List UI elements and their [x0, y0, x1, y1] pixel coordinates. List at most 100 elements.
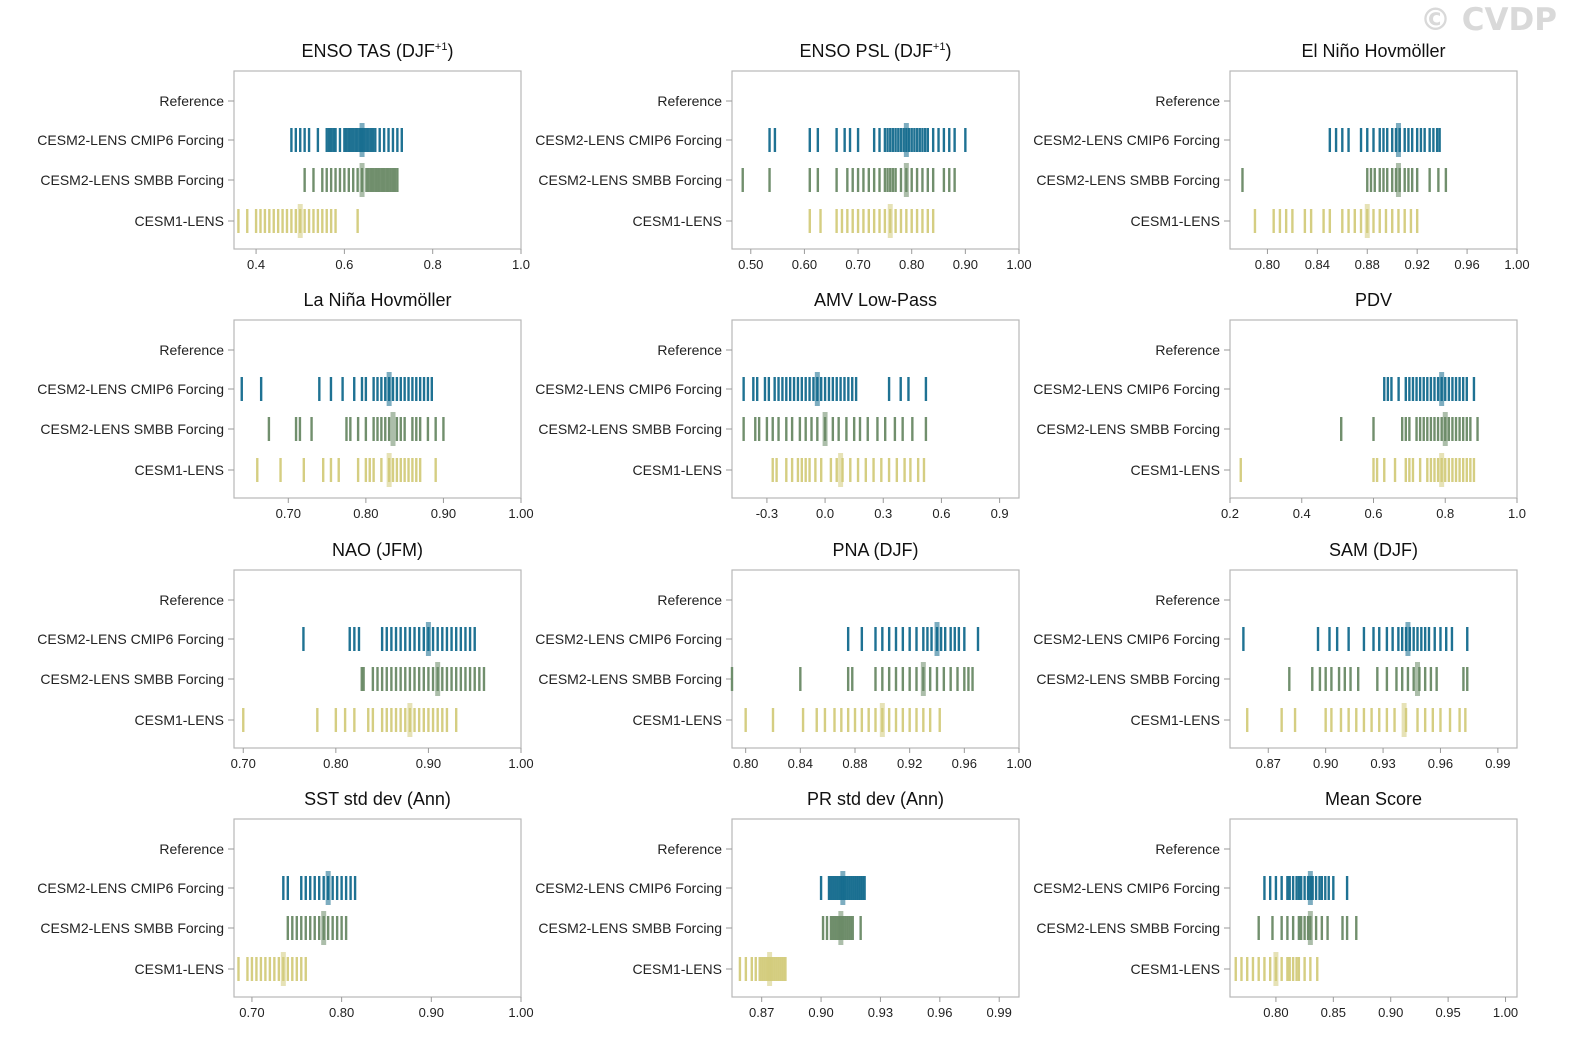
row-label-cesm2-lens-cmip6-forcing: CESM2-LENS CMIP6 Forcing	[535, 381, 722, 397]
row-label-cesm1-lens: CESM1-LENS	[1131, 961, 1220, 977]
plot-frame	[233, 319, 522, 499]
row-label-cesm2-lens-cmip6-forcing: CESM2-LENS CMIP6 Forcing	[1033, 880, 1220, 896]
x-tick-label: 0.8	[424, 257, 442, 272]
x-tick-label: 1.00	[508, 1005, 533, 1020]
panel-enso-tas-djf: ENSO TAS (DJF+1) 0.4 0.6 0.8 1.0 Reference CES…	[37, 41, 530, 272]
panel-title: NAO (JFM)	[332, 540, 423, 560]
plot-frame	[1229, 818, 1518, 998]
row-label-reference: Reference	[657, 841, 722, 857]
plot-frame	[731, 569, 1020, 749]
panel-title-text: PDV	[1355, 290, 1392, 310]
panel-title: PDV	[1355, 290, 1392, 310]
plot-frame	[233, 569, 522, 749]
panel-nao-jfm: NAO (JFM) 0.70 0.80 0.90 1.00 Reference CESM2-…	[37, 540, 533, 771]
row-label-cesm2-lens-smbb-forcing: CESM2-LENS SMBB Forcing	[40, 421, 224, 437]
row-label-cesm1-lens: CESM1-LENS	[633, 961, 722, 977]
x-tick-label: 0.88	[1355, 257, 1380, 272]
row-label-cesm2-lens-cmip6-forcing: CESM2-LENS CMIP6 Forcing	[535, 631, 722, 647]
x-tick-label: 0.80	[1263, 1005, 1288, 1020]
plot-frame	[731, 70, 1020, 250]
row-label-cesm2-lens-smbb-forcing: CESM2-LENS SMBB Forcing	[1036, 920, 1220, 936]
row-label-cesm2-lens-smbb-forcing: CESM2-LENS SMBB Forcing	[40, 671, 224, 687]
row-label-cesm1-lens: CESM1-LENS	[1131, 213, 1220, 229]
row-label-cesm2-lens-smbb-forcing: CESM2-LENS SMBB Forcing	[538, 421, 722, 437]
panel-title-text: La Niña Hovmöller	[303, 290, 451, 310]
row-label-cesm2-lens-smbb-forcing: CESM2-LENS SMBB Forcing	[538, 172, 722, 188]
x-tick-label: 1.00	[1493, 1005, 1518, 1020]
panel-pdv: PDV 0.2 0.4 0.6 0.8 1.0 Reference CESM2-LENS CM…	[1033, 290, 1526, 521]
row-label-cesm1-lens: CESM1-LENS	[135, 213, 224, 229]
panel-title-text: NAO (JFM)	[332, 540, 423, 560]
panel-title: ENSO TAS (DJF+1)	[302, 41, 454, 61]
row-label-reference: Reference	[1155, 592, 1220, 608]
row-label-reference: Reference	[657, 342, 722, 358]
panel-title-superscript: +1	[933, 41, 946, 53]
panel-title: AMV Low-Pass	[814, 290, 937, 310]
panel-la-ni-a-hovm-ller: La Niña Hovmöller 0.70 0.80 0.90 1.00 Referen…	[37, 290, 533, 521]
row-label-reference: Reference	[1155, 841, 1220, 857]
row-label-cesm2-lens-cmip6-forcing: CESM2-LENS CMIP6 Forcing	[37, 880, 224, 896]
panel-title-superscript: +1	[435, 41, 448, 53]
x-tick-label: 0.4	[247, 257, 265, 272]
panel-title-text: El Niño Hovmöller	[1301, 41, 1445, 61]
row-label-cesm2-lens-cmip6-forcing: CESM2-LENS CMIP6 Forcing	[37, 381, 224, 397]
panel-mean-score: Mean Score 0.80 0.85 0.90 0.95 1.00 Reference C…	[1033, 789, 1518, 1020]
x-tick-label: 0.90	[416, 756, 441, 771]
x-tick-label: 0.80	[323, 756, 348, 771]
panel-title: La Niña Hovmöller	[303, 290, 451, 310]
x-tick-label: 0.50	[738, 257, 763, 272]
row-label-reference: Reference	[657, 592, 722, 608]
row-label-reference: Reference	[1155, 342, 1220, 358]
x-tick-label: 0.80	[733, 756, 758, 771]
plot-frame	[731, 818, 1020, 998]
row-label-cesm2-lens-cmip6-forcing: CESM2-LENS CMIP6 Forcing	[37, 631, 224, 647]
x-tick-label: 0.95	[1435, 1005, 1460, 1020]
panel-title: ENSO PSL (DJF+1)	[800, 41, 952, 61]
x-tick-label: 0.93	[1370, 756, 1395, 771]
row-label-cesm2-lens-smbb-forcing: CESM2-LENS SMBB Forcing	[538, 671, 722, 687]
x-tick-label: 0.96	[1428, 756, 1453, 771]
panel-title-text: ENSO TAS (DJF	[302, 41, 435, 61]
panel-title-text: SAM (DJF)	[1329, 540, 1418, 560]
panel-title-text: PR std dev (Ann)	[807, 789, 944, 809]
plot-frame	[731, 319, 1020, 499]
panel-title: SAM (DJF)	[1329, 540, 1418, 560]
row-label-reference: Reference	[657, 93, 722, 109]
row-label-reference: Reference	[159, 342, 224, 358]
x-tick-label: -0.3	[756, 506, 778, 521]
x-tick-label: 1.00	[1504, 257, 1529, 272]
x-tick-label: 0.70	[239, 1005, 264, 1020]
x-tick-label: 0.4	[1293, 506, 1311, 521]
panel-title: PNA (DJF)	[832, 540, 918, 560]
row-label-cesm2-lens-cmip6-forcing: CESM2-LENS CMIP6 Forcing	[535, 132, 722, 148]
row-label-cesm1-lens: CESM1-LENS	[135, 961, 224, 977]
x-tick-label: 0.80	[329, 1005, 354, 1020]
x-tick-label: 0.96	[927, 1005, 952, 1020]
watermark: © CVDP	[1420, 2, 1557, 38]
x-tick-label: 0.2	[1221, 506, 1239, 521]
x-tick-label: 0.70	[276, 506, 301, 521]
x-tick-label: 0.99	[987, 1005, 1012, 1020]
x-tick-label: 0.70	[845, 257, 870, 272]
row-label-cesm2-lens-smbb-forcing: CESM2-LENS SMBB Forcing	[538, 920, 722, 936]
row-label-cesm1-lens: CESM1-LENS	[135, 712, 224, 728]
row-label-cesm2-lens-cmip6-forcing: CESM2-LENS CMIP6 Forcing	[37, 132, 224, 148]
row-label-cesm2-lens-smbb-forcing: CESM2-LENS SMBB Forcing	[40, 172, 224, 188]
row-label-cesm2-lens-cmip6-forcing: CESM2-LENS CMIP6 Forcing	[1033, 132, 1220, 148]
plot-frame	[233, 818, 522, 998]
x-tick-label: 0.99	[1485, 756, 1510, 771]
row-label-cesm2-lens-smbb-forcing: CESM2-LENS SMBB Forcing	[40, 920, 224, 936]
row-label-cesm1-lens: CESM1-LENS	[633, 213, 722, 229]
x-tick-label: 0.8	[1436, 506, 1454, 521]
x-tick-label: 0.96	[952, 756, 977, 771]
panel-amv-low-pass: AMV Low-Pass -0.3 0.0 0.3 0.6 0.9 Reference CES…	[535, 290, 1020, 521]
row-label-cesm2-lens-cmip6-forcing: CESM2-LENS CMIP6 Forcing	[1033, 381, 1220, 397]
x-tick-label: 0.90	[808, 1005, 833, 1020]
row-label-cesm2-lens-smbb-forcing: CESM2-LENS SMBB Forcing	[1036, 421, 1220, 437]
panel-el-ni-o-hovm-ller: El Niño Hovmöller 0.80 0.84 0.88 0.92 0.96 1.0…	[1033, 41, 1529, 272]
x-tick-label: 0.80	[899, 257, 924, 272]
plot-frame	[1229, 569, 1518, 749]
x-tick-label: 0.60	[792, 257, 817, 272]
x-tick-label: 0.92	[1405, 257, 1430, 272]
panel-title-text: ENSO PSL (DJF	[800, 41, 933, 61]
